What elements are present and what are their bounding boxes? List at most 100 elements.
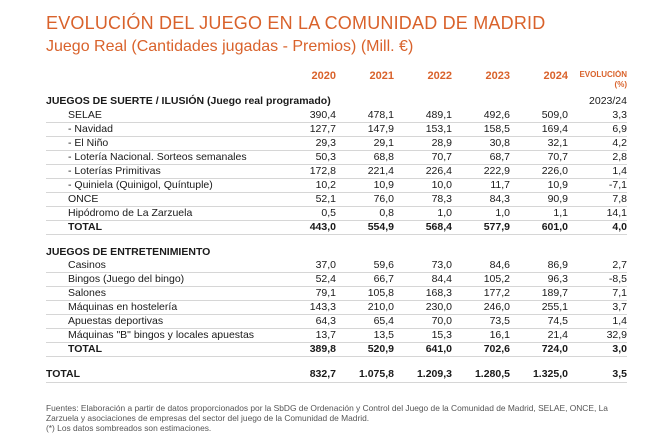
source-note: Fuentes: Elaboración a partir de datos p…	[46, 403, 608, 423]
value-cell: 29,1	[336, 136, 394, 151]
value-cell: 601,0	[510, 220, 568, 235]
header-row: 2020 2021 2022 2023 2024 EVOLUCIÓN (%)	[46, 70, 627, 94]
value-cell: 389,8	[278, 342, 336, 357]
table-row: Salones 79,1 105,8 168,3 177,2 189,7 7,1	[46, 286, 627, 301]
evolution-cell: 3,5	[568, 367, 627, 383]
evolution-cell: 3,3	[568, 109, 627, 123]
value-cell: 68,7	[452, 150, 510, 165]
value-cell: 226,4	[394, 164, 452, 179]
row-label: - Lotería Nacional. Sorteos semanales	[46, 150, 278, 165]
value-cell: 10,9	[510, 178, 568, 193]
value-cell: 222,9	[452, 164, 510, 179]
value-cell: 13,7	[278, 328, 336, 343]
value-cell: 1.325,0	[510, 367, 568, 383]
table-row: Máquinas en hostelería 143,3 210,0 230,0 246…	[46, 300, 627, 315]
table-row: Hipódromo de La Zarzuela 0,5 0,8 1,0 1,0 1,1 1…	[46, 206, 627, 221]
page-subtitle: Juego Real (Cantidades jugadas - Premios…	[46, 38, 414, 55]
value-cell: 11,7	[452, 178, 510, 193]
value-cell: 724,0	[510, 342, 568, 357]
evolution-cell: 4,2	[568, 136, 627, 151]
table-row: ONCE 52,1 76,0 78,3 84,3 90,9 7,8	[46, 192, 627, 207]
value-cell: 30,8	[452, 136, 510, 151]
value-cell: 78,3	[394, 192, 452, 207]
value-cell: 15,3	[394, 328, 452, 343]
evolution-cell: 2,7	[568, 259, 627, 273]
evolution-cell: 6,9	[568, 122, 627, 137]
value-cell: 76,0	[336, 192, 394, 207]
value-cell: 489,1	[394, 109, 452, 123]
col-2023: 2023	[485, 70, 510, 82]
row-label: Casinos	[46, 259, 278, 273]
value-cell: 32,1	[510, 136, 568, 151]
row-label: TOTAL	[46, 367, 278, 383]
page-title: EVOLUCIÓN DEL JUEGO EN LA COMUNIDAD DE M…	[46, 13, 546, 33]
evolution-cell: 7,8	[568, 192, 627, 207]
value-cell: 16,1	[452, 328, 510, 343]
value-cell: 153,1	[394, 122, 452, 137]
row-label: - Quiniela (Quinigol, Quíntuple)	[46, 178, 278, 193]
value-cell: 230,0	[394, 300, 452, 315]
evolution-cell: 1,4	[568, 164, 627, 179]
value-cell: 143,3	[278, 300, 336, 315]
row-label: - El Niño	[46, 136, 278, 151]
value-cell: 10,0	[394, 178, 452, 193]
value-cell: 28,9	[394, 136, 452, 151]
value-cell: 172,8	[278, 164, 336, 179]
value-cell: 1,0	[452, 206, 510, 221]
row-label: - Navidad	[46, 122, 278, 137]
value-cell: 158,5	[452, 122, 510, 137]
section2-title: JUEGOS DE ENTRETENIMIENTO	[46, 246, 211, 258]
value-cell: 84,6	[452, 259, 510, 273]
table-row: Casinos 37,0 59,6 73,0 84,6 86,9 2,7	[46, 259, 627, 273]
value-cell: 177,2	[452, 286, 510, 301]
evolution-cell: 3,0	[568, 342, 627, 357]
table-row: Máquinas "B" bingos y locales apuestas 13…	[46, 328, 627, 343]
value-cell: 1.075,8	[336, 367, 394, 383]
value-cell: 96,3	[510, 272, 568, 287]
value-cell: 70,7	[510, 150, 568, 165]
table-row: Bingos (Juego del bingo) 52,4 66,7 84,4 105,…	[46, 272, 627, 287]
footnotes: Fuentes: Elaboración a partir de datos p…	[46, 403, 636, 433]
value-cell: 29,3	[278, 136, 336, 151]
value-cell: 64,3	[278, 314, 336, 329]
value-cell: 70,0	[394, 314, 452, 329]
value-cell: 641,0	[394, 342, 452, 357]
col-2020: 2020	[311, 70, 336, 82]
value-cell: 0,5	[278, 206, 336, 221]
table-row: - Lotería Nacional. Sorteos semanales 50,…	[46, 150, 627, 165]
estimate-note: (*) Los datos sombreados son estimacione…	[46, 423, 212, 433]
value-cell: 478,1	[336, 109, 394, 123]
row-label: TOTAL	[46, 342, 278, 357]
value-cell: 21,4	[510, 328, 568, 343]
table-row: - Loterías Primitivas 172,8 221,4 226,4 222,…	[46, 164, 627, 179]
value-cell: 554,9	[336, 220, 394, 235]
table-row: SELAE 390,4 478,1 489,1 492,6 509,0 3,3	[46, 109, 627, 123]
value-cell: 443,0	[278, 220, 336, 235]
row-label: Máquinas "B" bingos y locales apuestas	[46, 328, 278, 343]
value-cell: 70,7	[394, 150, 452, 165]
value-cell: 832,7	[278, 367, 336, 383]
value-cell: 105,2	[452, 272, 510, 287]
value-cell: 10,2	[278, 178, 336, 193]
value-cell: 1,1	[510, 206, 568, 221]
value-cell: 127,7	[278, 122, 336, 137]
col-evolucion: EVOLUCIÓN (%)	[579, 70, 627, 89]
value-cell: 226,0	[510, 164, 568, 179]
value-cell: 10,9	[336, 178, 394, 193]
gaming-table: 2020 2021 2022 2023 2024 EVOLUCIÓN (%) JU…	[46, 70, 627, 383]
col-2024: 2024	[543, 70, 568, 82]
evolution-cell: 1,4	[568, 314, 627, 329]
evolution-cell: 2,8	[568, 150, 627, 165]
row-label: Apuestas deportivas	[46, 314, 278, 329]
value-cell: 221,4	[336, 164, 394, 179]
evolution-cell: -7,1	[568, 178, 627, 193]
evolution-cell: 32,9	[568, 328, 627, 343]
value-cell: 13,5	[336, 328, 394, 343]
evolution-cell: -8,5	[568, 272, 627, 287]
evolution-period: 2023/24	[589, 95, 627, 107]
spacer	[46, 357, 627, 368]
value-cell: 73,5	[452, 314, 510, 329]
value-cell: 66,7	[336, 272, 394, 287]
table-row: TOTAL 443,0 554,9 568,4 577,9 601,0 4,0	[46, 220, 627, 235]
evolution-cell: 14,1	[568, 206, 627, 221]
